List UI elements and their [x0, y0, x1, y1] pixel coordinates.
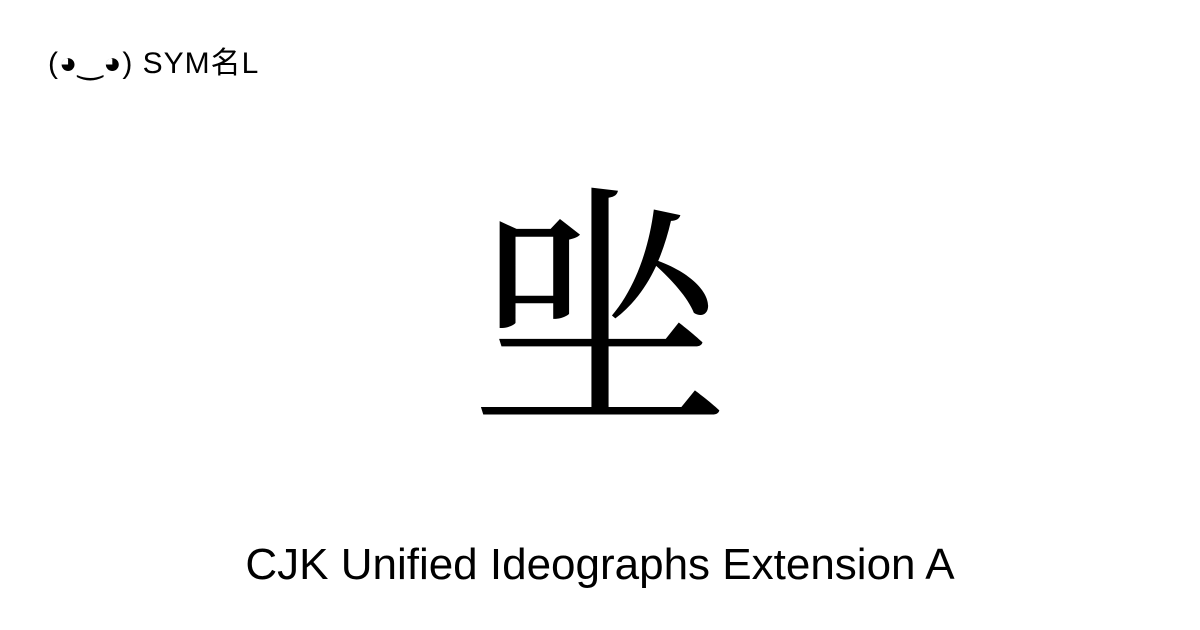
featured-glyph: 㘴	[470, 164, 730, 424]
site-logo: (◕‿◕) SYM名L	[48, 38, 259, 82]
block-caption: CJK Unified Ideographs Extension A	[0, 540, 1200, 590]
